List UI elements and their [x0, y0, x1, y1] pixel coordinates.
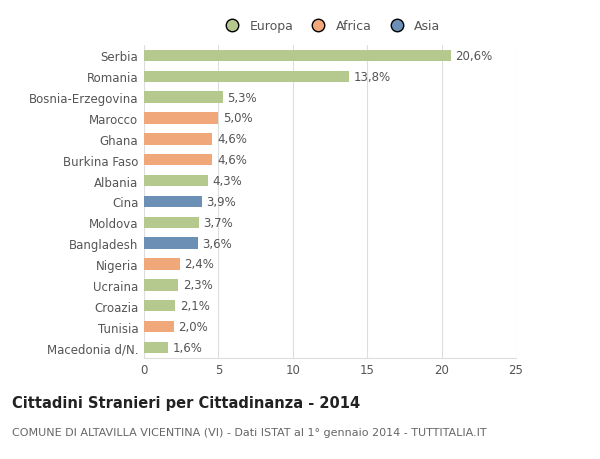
Bar: [144, 280, 178, 291]
Bar: [144, 259, 180, 270]
Bar: [144, 238, 197, 249]
Text: 3,6%: 3,6%: [202, 237, 232, 250]
Bar: [144, 92, 223, 104]
Bar: [144, 300, 175, 312]
Bar: [144, 113, 218, 124]
Text: 5,3%: 5,3%: [227, 91, 257, 104]
Bar: [144, 217, 199, 229]
Text: 4,3%: 4,3%: [212, 175, 242, 188]
Text: 4,6%: 4,6%: [217, 133, 247, 146]
Bar: [144, 134, 212, 145]
Bar: [144, 175, 208, 187]
Legend: Europa, Africa, Asia: Europa, Africa, Asia: [220, 21, 440, 34]
Text: 5,0%: 5,0%: [223, 112, 253, 125]
Text: COMUNE DI ALTAVILLA VICENTINA (VI) - Dati ISTAT al 1° gennaio 2014 - TUTTITALIA.: COMUNE DI ALTAVILLA VICENTINA (VI) - Dat…: [12, 427, 487, 437]
Bar: [144, 50, 451, 62]
Text: 20,6%: 20,6%: [455, 50, 492, 63]
Text: 2,0%: 2,0%: [178, 320, 208, 333]
Text: 4,6%: 4,6%: [217, 154, 247, 167]
Bar: [144, 342, 168, 353]
Text: Cittadini Stranieri per Cittadinanza - 2014: Cittadini Stranieri per Cittadinanza - 2…: [12, 395, 360, 410]
Text: 1,6%: 1,6%: [172, 341, 202, 354]
Bar: [144, 155, 212, 166]
Bar: [144, 72, 349, 83]
Text: 2,4%: 2,4%: [184, 258, 214, 271]
Text: 3,9%: 3,9%: [206, 196, 236, 208]
Bar: [144, 196, 202, 207]
Text: 2,1%: 2,1%: [180, 300, 209, 313]
Text: 3,7%: 3,7%: [203, 216, 233, 229]
Text: 2,3%: 2,3%: [182, 279, 212, 291]
Bar: [144, 321, 174, 332]
Text: 13,8%: 13,8%: [354, 71, 391, 84]
